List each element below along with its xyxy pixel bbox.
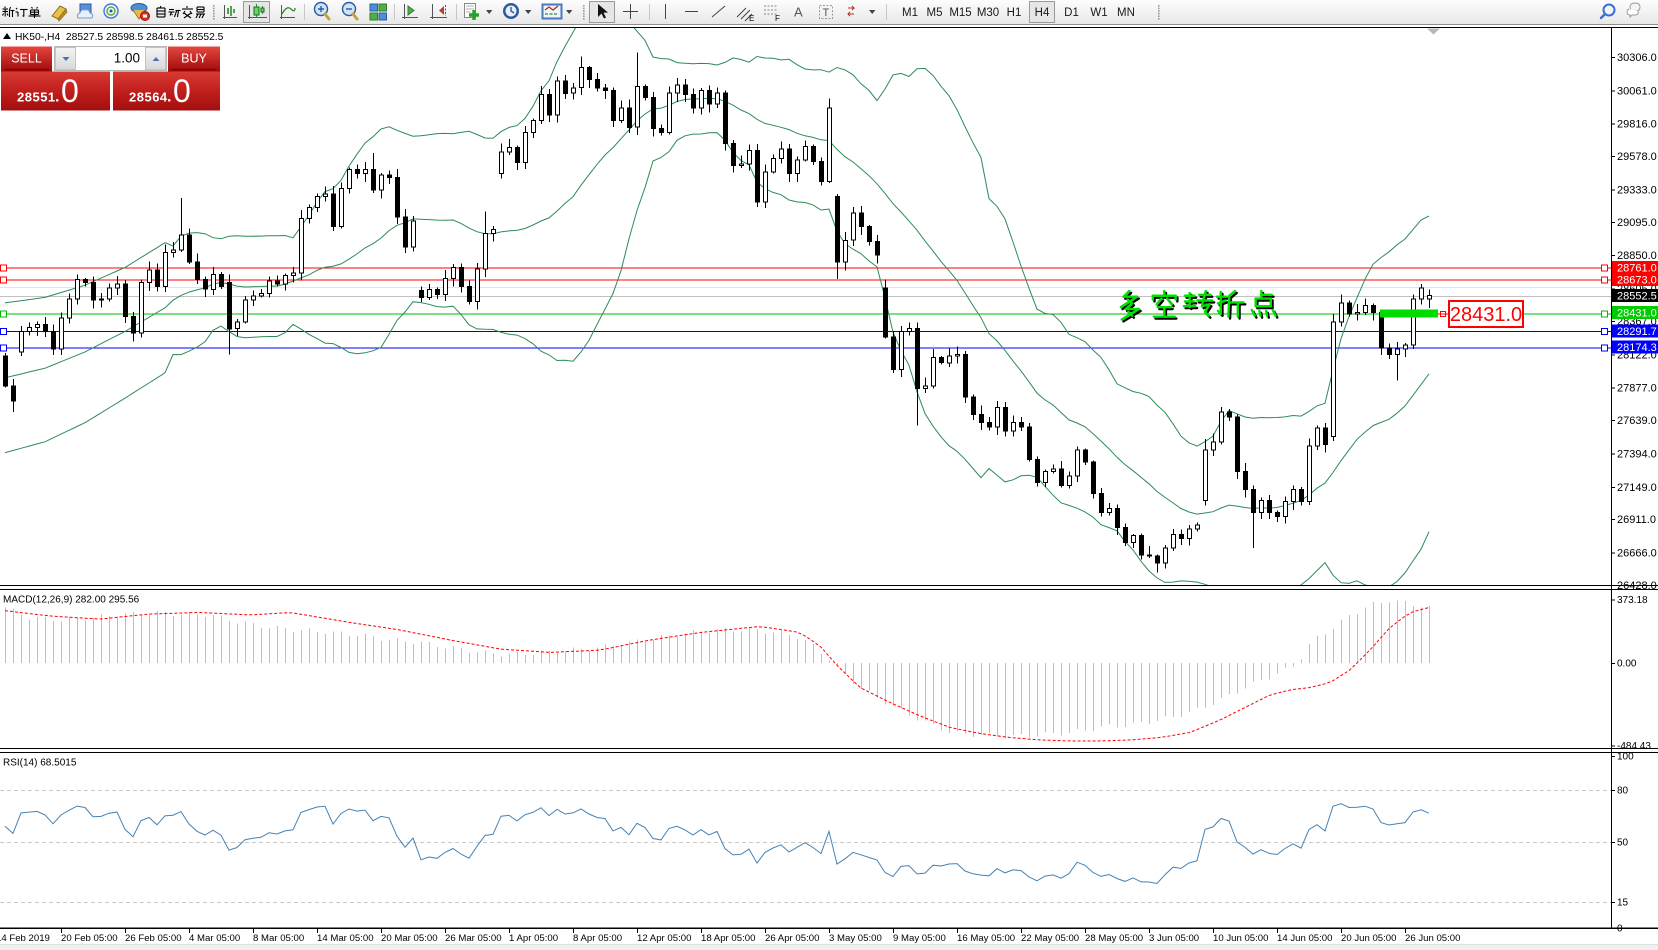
svg-text:22 May 05:00: 22 May 05:00	[1021, 933, 1079, 944]
svg-text:27877.0: 27877.0	[1617, 383, 1657, 395]
svg-text:28552.5: 28552.5	[1617, 291, 1657, 303]
svg-text:12 Apr 05:00: 12 Apr 05:00	[637, 933, 691, 944]
svg-text:28761.0: 28761.0	[1617, 262, 1657, 274]
svg-text:10 Jun 05:00: 10 Jun 05:00	[1213, 933, 1268, 944]
svg-text:14 Mar 05:00: 14 Mar 05:00	[317, 933, 374, 944]
svg-text:0.00: 0.00	[1617, 659, 1637, 670]
svg-text:20 Feb 05:00: 20 Feb 05:00	[61, 933, 118, 944]
svg-text:0: 0	[173, 73, 191, 109]
svg-text:M1: M1	[902, 7, 918, 19]
svg-text:26428.0: 26428.0	[1617, 580, 1657, 592]
svg-text:29816.0: 29816.0	[1617, 119, 1657, 131]
svg-text:18 Apr 05:00: 18 Apr 05:00	[701, 933, 755, 944]
svg-text:27149.0: 27149.0	[1617, 482, 1657, 494]
svg-text:-484.43: -484.43	[1617, 741, 1651, 752]
svg-text:D1: D1	[1064, 7, 1079, 19]
svg-text:SELL: SELL	[11, 52, 42, 66]
svg-text:20 Jun 05:00: 20 Jun 05:00	[1341, 933, 1396, 944]
svg-text:50: 50	[1617, 837, 1629, 848]
svg-text:80: 80	[1617, 786, 1629, 797]
svg-text:MACD(12,26,9) 282.00 295.56: MACD(12,26,9) 282.00 295.56	[3, 595, 140, 606]
svg-text:4 Mar 05:00: 4 Mar 05:00	[189, 933, 240, 944]
svg-text:.: .	[55, 89, 59, 106]
svg-text:HK50-,H4 28527.5 28598.5 2846: HK50-,H4 28527.5 28598.5 28461.5 28552.5	[15, 32, 224, 43]
svg-text:14 Feb 2019: 14 Feb 2019	[0, 933, 50, 944]
svg-text:28551: 28551	[17, 90, 56, 105]
svg-text:9 May 05:00: 9 May 05:00	[893, 933, 946, 944]
svg-text:M30: M30	[977, 7, 999, 19]
svg-text:16 May 05:00: 16 May 05:00	[957, 933, 1015, 944]
svg-text:F: F	[775, 14, 780, 23]
svg-text:1 Apr 05:00: 1 Apr 05:00	[509, 933, 558, 944]
svg-text:0: 0	[1617, 924, 1623, 935]
svg-text:8 Mar 05:00: 8 Mar 05:00	[253, 933, 304, 944]
svg-text:15: 15	[1617, 898, 1629, 909]
svg-text:26 Feb 05:00: 26 Feb 05:00	[125, 933, 182, 944]
svg-text:3 May 05:00: 3 May 05:00	[829, 933, 882, 944]
svg-text:28431.0: 28431.0	[1450, 304, 1522, 326]
svg-text:29095.0: 29095.0	[1617, 217, 1657, 229]
svg-text:28431.0: 28431.0	[1617, 307, 1657, 319]
svg-text:W1: W1	[1090, 7, 1107, 19]
svg-text:M5: M5	[927, 7, 943, 19]
svg-text:A: A	[794, 5, 803, 20]
svg-text:28 May 05:00: 28 May 05:00	[1085, 933, 1143, 944]
svg-text:MN: MN	[1117, 7, 1135, 19]
svg-text:.: .	[167, 89, 171, 106]
svg-text:28673.0: 28673.0	[1617, 274, 1657, 286]
svg-text:0: 0	[61, 73, 79, 109]
svg-text:3 Jun 05:00: 3 Jun 05:00	[1149, 933, 1199, 944]
svg-text:27639.0: 27639.0	[1617, 415, 1657, 427]
svg-text:29578.0: 29578.0	[1617, 151, 1657, 163]
svg-text:M15: M15	[949, 7, 971, 19]
svg-text:8 Apr 05:00: 8 Apr 05:00	[573, 933, 622, 944]
svg-text:28174.3: 28174.3	[1617, 342, 1657, 354]
svg-text:20 Mar 05:00: 20 Mar 05:00	[381, 933, 438, 944]
svg-text:E: E	[749, 14, 754, 23]
svg-text:27394.0: 27394.0	[1617, 448, 1657, 460]
svg-text:26 Mar 05:00: 26 Mar 05:00	[445, 933, 502, 944]
svg-text:14 Jun 05:00: 14 Jun 05:00	[1277, 933, 1332, 944]
svg-text:RSI(14) 68.5015: RSI(14) 68.5015	[3, 758, 77, 769]
svg-text:BUY: BUY	[181, 52, 207, 66]
svg-text:30306.0: 30306.0	[1617, 52, 1657, 64]
svg-text:100: 100	[1617, 751, 1634, 762]
svg-text:T: T	[823, 7, 830, 19]
svg-text:29333.0: 29333.0	[1617, 184, 1657, 196]
svg-text:26 Jun 05:00: 26 Jun 05:00	[1405, 933, 1460, 944]
svg-text:26666.0: 26666.0	[1617, 548, 1657, 560]
svg-text:1.00: 1.00	[114, 51, 140, 66]
svg-text:26911.0: 26911.0	[1617, 514, 1656, 526]
svg-text:28850.0: 28850.0	[1617, 250, 1657, 262]
svg-text:373.18: 373.18	[1617, 595, 1648, 606]
svg-text:28564: 28564	[129, 90, 168, 105]
svg-text:30061.0: 30061.0	[1617, 85, 1657, 97]
svg-text:H4: H4	[1035, 7, 1050, 19]
svg-text:26 Apr 05:00: 26 Apr 05:00	[765, 933, 819, 944]
svg-text:H1: H1	[1007, 7, 1022, 19]
svg-text:28291.7: 28291.7	[1617, 326, 1657, 338]
